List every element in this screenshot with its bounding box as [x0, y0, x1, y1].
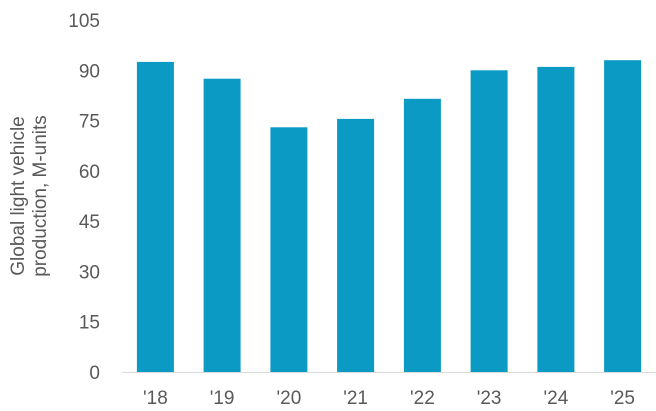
- y-axis-title: Global light vehicle production, M-units: [8, 115, 51, 277]
- bar: [270, 127, 308, 372]
- x-tick-label: '25: [610, 388, 635, 409]
- y-tick-label: 30: [79, 262, 100, 283]
- bar: [337, 118, 375, 373]
- y-tick-label: 75: [79, 112, 100, 133]
- x-tick-label: '18: [143, 388, 168, 409]
- bar: [403, 98, 441, 373]
- y-tick-label: 45: [79, 212, 100, 233]
- x-tick-label: '21: [343, 388, 368, 409]
- bar: [470, 70, 508, 373]
- bar: [537, 66, 575, 373]
- x-tick-label: '22: [410, 388, 435, 409]
- x-tick-label: '20: [277, 388, 302, 409]
- y-tick-label: 90: [79, 61, 100, 82]
- y-axis-title-line-2: production, M-units: [30, 115, 51, 277]
- bar-series: [136, 60, 642, 373]
- bar: [604, 60, 642, 372]
- y-axis-title-line-1: Global light vehicle: [8, 116, 29, 275]
- x-tick-label: '19: [210, 388, 235, 409]
- y-tick-label: 0: [89, 363, 100, 384]
- bar: [136, 61, 174, 373]
- y-tick-label: 60: [79, 162, 100, 183]
- y-tick-label: 105: [68, 11, 100, 32]
- y-axis: 0 15 30 45 60 75 90 105: [68, 11, 100, 384]
- x-tick-label: '23: [477, 388, 502, 409]
- bar: [203, 78, 241, 372]
- x-tick-label: '24: [544, 388, 569, 409]
- x-axis: '18 '19 '20 '21 '22 '23 '24 '25: [143, 388, 635, 409]
- y-tick-label: 15: [79, 313, 100, 334]
